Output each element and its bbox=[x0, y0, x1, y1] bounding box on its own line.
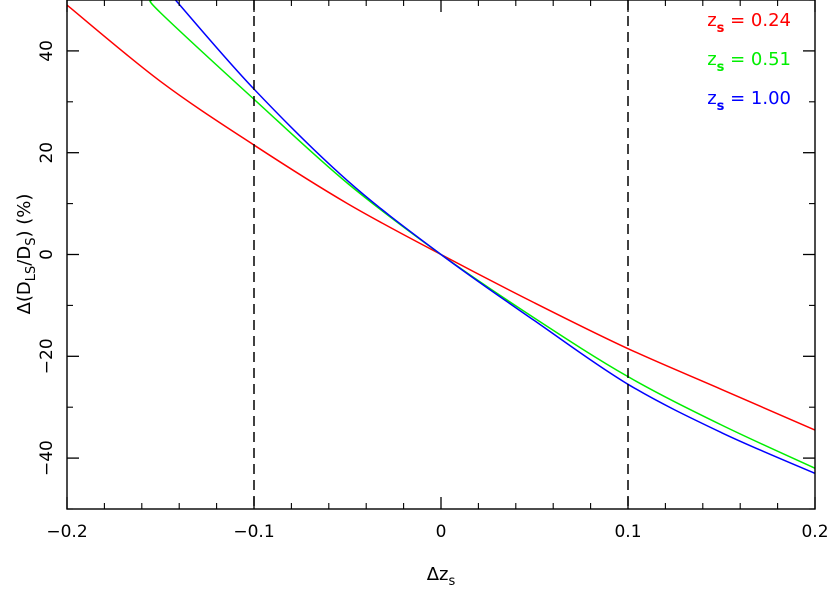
x-axis-label: Δzs bbox=[427, 564, 456, 589]
tick-layer: −0.2 −0.1 0 0.1 0.2 −40 −20 0 20 40 bbox=[37, 0, 829, 542]
legend-entry-3: zs = 1.00 bbox=[707, 88, 791, 114]
legend-entry-1: zs = 0.24 bbox=[707, 10, 791, 36]
legend: zs = 0.24 zs = 0.51 zs = 1.00 bbox=[707, 10, 791, 114]
y-tick-label: 0 bbox=[37, 249, 57, 260]
series-line-3 bbox=[174, 0, 815, 475]
legend-entry-2: zs = 0.51 bbox=[707, 49, 791, 75]
y-axis-label: Δ(DLS/DS) (%) bbox=[14, 194, 39, 315]
x-tick-label: 0.1 bbox=[614, 522, 641, 542]
x-tick-label: −0.2 bbox=[46, 522, 87, 542]
vline-layer bbox=[253, 0, 629, 509]
x-tick-label: 0.2 bbox=[801, 522, 828, 542]
series-layer bbox=[67, 0, 815, 475]
y-tick-label: 40 bbox=[37, 40, 57, 62]
y-tick-label: −20 bbox=[37, 338, 57, 374]
x-tick-label: −0.1 bbox=[233, 522, 274, 542]
series-line-1 bbox=[67, 4, 815, 431]
y-tick-label: −40 bbox=[37, 440, 57, 476]
y-tick-label: 20 bbox=[37, 142, 57, 164]
x-tick-label: 0 bbox=[436, 522, 447, 542]
series-line-2 bbox=[149, 0, 815, 469]
